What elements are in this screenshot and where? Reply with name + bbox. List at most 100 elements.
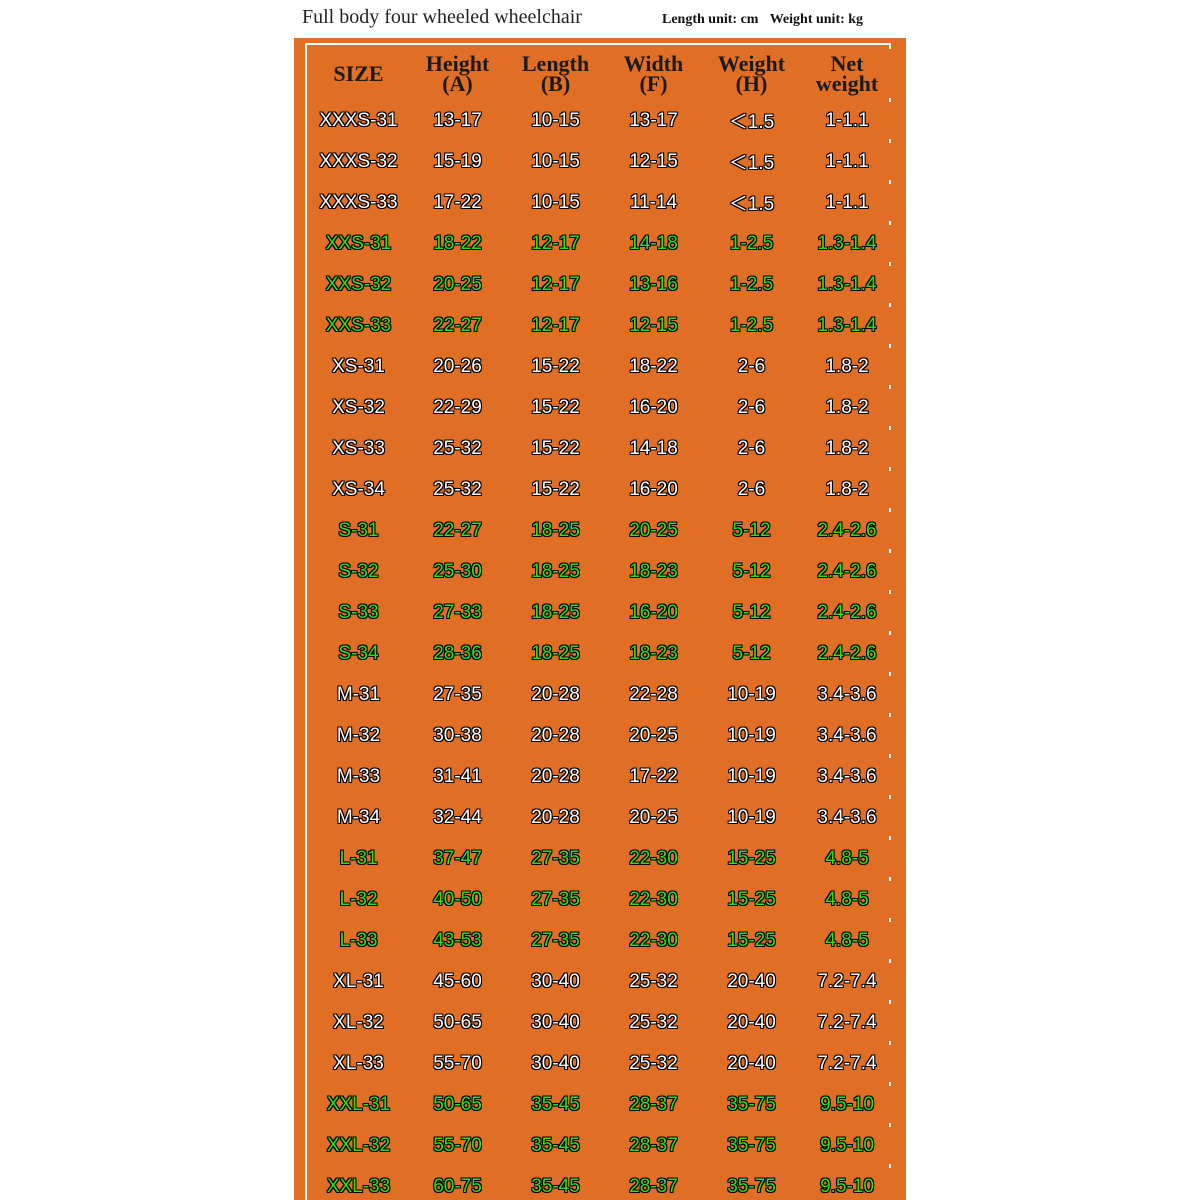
size-cell: XXL-31: [310, 1086, 407, 1123]
table-cell: 25-32: [606, 1004, 701, 1041]
table-cell: 10-19: [704, 717, 799, 754]
table-cell: 2.4-2.6: [802, 635, 892, 672]
table-cell: 5-12: [704, 553, 799, 590]
table-cell: 5-12: [704, 512, 799, 549]
table-cell: 4.8-5: [802, 922, 892, 959]
table-row: L-32 40-50 27-35 22-30 15-25 4.8-5: [310, 881, 892, 918]
table-row: XXL-33 60-75 35-45 28-37 35-75 9.5-10: [310, 1168, 892, 1200]
table-body: XXXS-31 13-17 10-15 13-17 ＜1.5 1-1.1 XXXS-32 15…: [310, 102, 892, 1200]
table-cell: 25-32: [606, 1045, 701, 1082]
table-row: XXS-32 20-25 12-17 13-16 1-2.5 1.3-1.4: [310, 266, 892, 303]
table-cell: 25-32: [410, 430, 505, 467]
table-cell: 15-19: [410, 143, 505, 180]
column-header-line: weight: [815, 70, 879, 96]
table-row: L-31 37-47 27-35 22-30 15-25 4.8-5: [310, 840, 892, 877]
table-cell: 2-6: [704, 471, 799, 508]
table-cell: 30-38: [410, 717, 505, 754]
table-row: M-34 32-44 20-28 20-25 10-19 3.4-3.6: [310, 799, 892, 836]
table-cell: 27-33: [410, 594, 505, 631]
table-cell: 5-12: [704, 635, 799, 672]
table-cell: 10-15: [508, 184, 603, 221]
size-cell: XXXS-33: [310, 184, 407, 221]
table-cell: 22-30: [606, 840, 701, 877]
table-cell: 2.4-2.6: [802, 594, 892, 631]
table-cell: 18-23: [606, 553, 701, 590]
table-row: XXL-31 50-65 35-45 28-37 35-75 9.5-10: [310, 1086, 892, 1123]
table-cell: 1.3-1.4: [802, 225, 892, 262]
table-cell: 2.4-2.6: [802, 553, 892, 590]
size-cell: S-32: [310, 553, 407, 590]
column-header-line: Height: [425, 50, 490, 76]
table-cell: 55-70: [410, 1127, 505, 1164]
table-row: XS-34 25-32 15-22 16-20 2-6 1.8-2: [310, 471, 892, 508]
weight-unit-label: Weight unit: kg: [769, 12, 864, 27]
size-cell: XXXS-31: [310, 102, 407, 139]
table-cell: 37-47: [410, 840, 505, 877]
table-cell: 15-25: [704, 922, 799, 959]
table-cell: 20-25: [606, 512, 701, 549]
table-cell: 22-27: [410, 512, 505, 549]
table-row: S-33 27-33 18-25 16-20 5-12 2.4-2.6: [310, 594, 892, 631]
table-cell: 20-28: [508, 799, 603, 836]
size-cell: XS-34: [310, 471, 407, 508]
table-cell: 15-25: [704, 840, 799, 877]
table-row: XL-31 45-60 30-40 25-32 20-40 7.2-7.4: [310, 963, 892, 1000]
table-cell: 11-14: [606, 184, 701, 221]
table-cell: 27-35: [410, 676, 505, 713]
size-cell: S-31: [310, 512, 407, 549]
column-header-line: (F): [639, 70, 668, 96]
table-cell: 1.8-2: [802, 389, 892, 426]
table-cell: 12-15: [606, 307, 701, 344]
size-chart-panel: SIZE Height (A) Length (B) Width (F) Weight (H) N…: [294, 38, 906, 1200]
table-cell: 22-27: [410, 307, 505, 344]
table-cell: 22-29: [410, 389, 505, 426]
table-cell: 30-40: [508, 1004, 603, 1041]
table-cell: 5-12: [704, 594, 799, 631]
table-cell: 10-19: [704, 758, 799, 795]
table-header-row: SIZE Height (A) Length (B) Width (F) Weight (H) N…: [310, 49, 892, 98]
table-row: XXXS-32 15-19 10-15 12-15 ＜1.5 1-1.1: [310, 143, 892, 180]
table-cell: 1.8-2: [802, 471, 892, 508]
column-header-line: Width: [623, 50, 684, 76]
table-cell: 18-25: [508, 512, 603, 549]
table-row: XXL-32 55-70 35-45 28-37 35-75 9.5-10: [310, 1127, 892, 1164]
table-row: M-32 30-38 20-28 20-25 10-19 3.4-3.6: [310, 717, 892, 754]
table-row: XS-33 25-32 15-22 14-18 2-6 1.8-2: [310, 430, 892, 467]
table-cell: 20-40: [704, 1004, 799, 1041]
table-cell: 7.2-7.4: [802, 963, 892, 1000]
units-note: Length unit: cm Weight unit: kg: [662, 12, 871, 28]
table-cell: 13-16: [606, 266, 701, 303]
table-cell: 43-53: [410, 922, 505, 959]
table-cell: 1-1.1: [802, 102, 892, 139]
table-cell: 32-44: [410, 799, 505, 836]
table-cell: 1.8-2: [802, 430, 892, 467]
table-cell: ＜1.5: [704, 184, 799, 221]
table-cell: 20-28: [508, 717, 603, 754]
table-cell: 3.4-3.6: [802, 676, 892, 713]
column-header-length: Length (B): [508, 49, 603, 98]
table-cell: 30-40: [508, 1045, 603, 1082]
table-cell: 13-17: [606, 102, 701, 139]
table-cell: 28-37: [606, 1086, 701, 1123]
size-cell: L-33: [310, 922, 407, 959]
table-cell: 10-19: [704, 799, 799, 836]
table-cell: 15-22: [508, 430, 603, 467]
table-cell: 25-32: [606, 963, 701, 1000]
table-row: XXS-33 22-27 12-17 12-15 1-2.5 1.3-1.4: [310, 307, 892, 344]
table-cell: 16-20: [606, 594, 701, 631]
table-cell: 14-18: [606, 225, 701, 262]
table-cell: 28-36: [410, 635, 505, 672]
size-cell: XXS-31: [310, 225, 407, 262]
size-cell: XXL-33: [310, 1168, 407, 1200]
size-cell: M-31: [310, 676, 407, 713]
table-cell: 30-40: [508, 963, 603, 1000]
table-cell: 20-25: [410, 266, 505, 303]
table-cell: 22-28: [606, 676, 701, 713]
table-cell: 18-25: [508, 594, 603, 631]
table-row: M-31 27-35 20-28 22-28 10-19 3.4-3.6: [310, 676, 892, 713]
column-header-line: (H): [735, 70, 768, 96]
table-row: XS-32 22-29 15-22 16-20 2-6 1.8-2: [310, 389, 892, 426]
size-cell: M-32: [310, 717, 407, 754]
table-cell: 12-17: [508, 307, 603, 344]
table-cell: 1.8-2: [802, 348, 892, 385]
